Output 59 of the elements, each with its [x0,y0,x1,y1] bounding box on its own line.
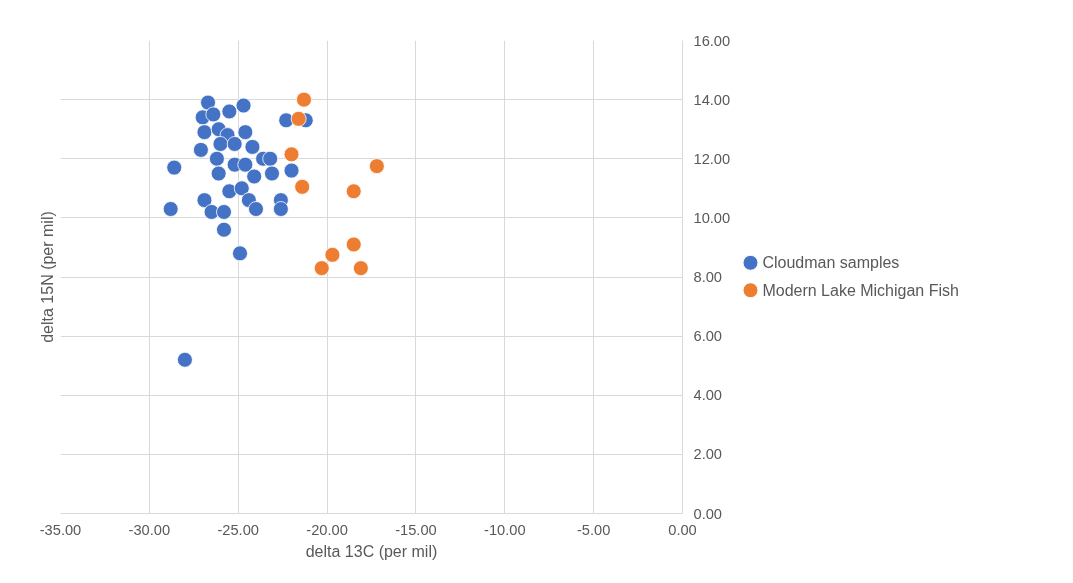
point [244,139,261,155]
point [196,124,213,141]
point [352,260,369,277]
point [212,136,229,152]
point [296,91,312,108]
point [248,201,264,217]
x-tick-label: -30.00 [128,521,171,538]
point [283,162,300,179]
y-axis-title: delta 15N (per mil) [38,211,56,343]
point [345,183,362,200]
point [324,246,341,263]
point [237,156,254,173]
y-tick-label: 12.00 [693,150,731,167]
point [196,192,213,209]
x-tick-label: -15.00 [395,521,437,538]
x-tick-label: -5.00 [576,521,611,538]
x-tick-label: -25.00 [217,521,259,538]
y-tick-label: 0.00 [693,505,723,522]
point [290,110,307,127]
legend-label: Modern Lake Michigan Fish [762,281,959,299]
y-tick-label: 8.00 [693,269,723,285]
legend-label: Cloudman samples [762,254,900,272]
point [262,150,279,167]
y-tick-label: 2.00 [693,446,723,463]
x-tick-label: -20.00 [306,521,348,538]
y-tick-label: 16.00 [693,32,731,49]
point [235,97,252,114]
point [246,168,263,185]
point [210,165,227,182]
point [237,124,254,141]
x-tick-label: -10.00 [484,521,526,538]
x-tick-label: 0.00 [668,521,697,538]
y-tick-label: 4.00 [693,387,723,404]
point [272,201,289,217]
point [166,159,183,176]
point [226,136,243,152]
point [232,245,248,262]
point [313,260,330,277]
x-axis-title: delta 13C (per mil) [305,542,438,560]
point [345,236,362,253]
point [200,94,216,111]
point [162,201,179,217]
point [368,158,385,175]
y-tick-label: 14.00 [693,91,731,108]
point [208,150,225,167]
point [283,146,300,163]
point [216,204,232,220]
y-tick-label: 10.00 [693,209,731,226]
point [216,221,232,238]
y-tick-label: 6.00 [693,328,723,345]
point [221,103,238,120]
point [233,180,250,197]
point [205,106,222,123]
point [264,165,280,182]
point [221,183,238,200]
x-tick-label: -35.00 [39,521,82,538]
point [294,178,311,195]
point [192,142,209,158]
point [177,351,193,368]
